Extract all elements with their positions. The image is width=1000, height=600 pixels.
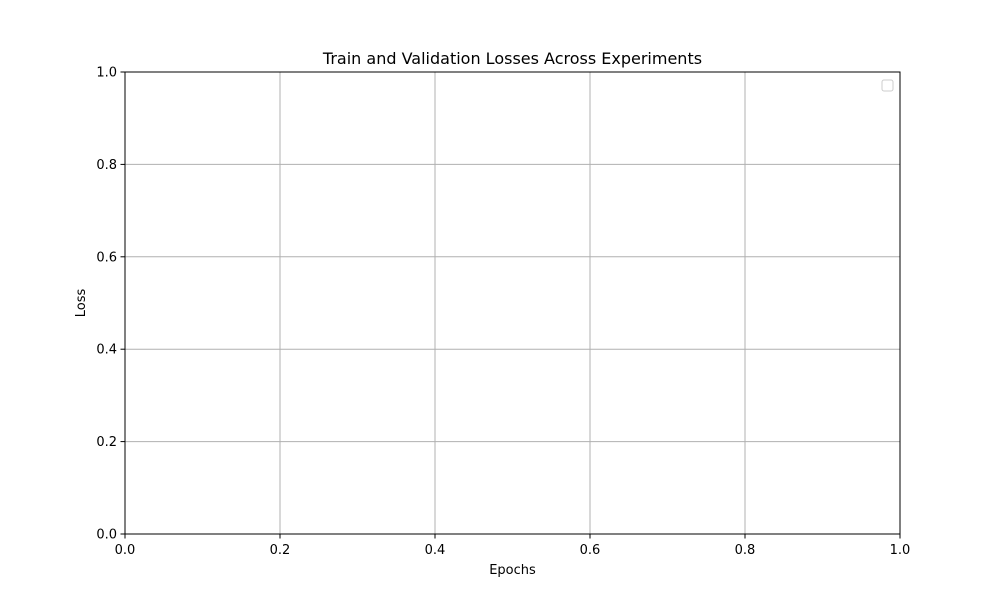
x-tick-label: 0.6 [580,543,601,558]
axes-frame [124,71,901,535]
y-tick-label: 0.2 [96,435,117,450]
y-tick-label: 0.6 [96,250,117,265]
x-tick-label: 0.8 [735,543,756,558]
y-axis-label: Loss [74,289,89,318]
legend-box [881,79,894,92]
x-tick-label: 0.0 [115,543,136,558]
y-axis-ticks: 0.0 0.2 0.4 0.6 0.8 1.0 [96,66,125,543]
y-tick-label: 1.0 [96,66,117,81]
plot-area [125,72,900,534]
x-tick-label: 0.4 [425,543,446,558]
x-axis-label: Epochs [489,563,536,578]
x-axis-ticks: 0.0 0.2 0.4 0.6 0.8 1.0 [115,534,911,558]
chart-title: Train and Validation Losses Across Exper… [322,49,702,68]
x-tick-label: 0.2 [270,543,291,558]
y-tick-label: 0.8 [96,158,117,173]
y-tick-label: 0.0 [96,528,117,543]
x-tick-label: 1.0 [890,543,911,558]
y-tick-label: 0.4 [96,343,117,358]
